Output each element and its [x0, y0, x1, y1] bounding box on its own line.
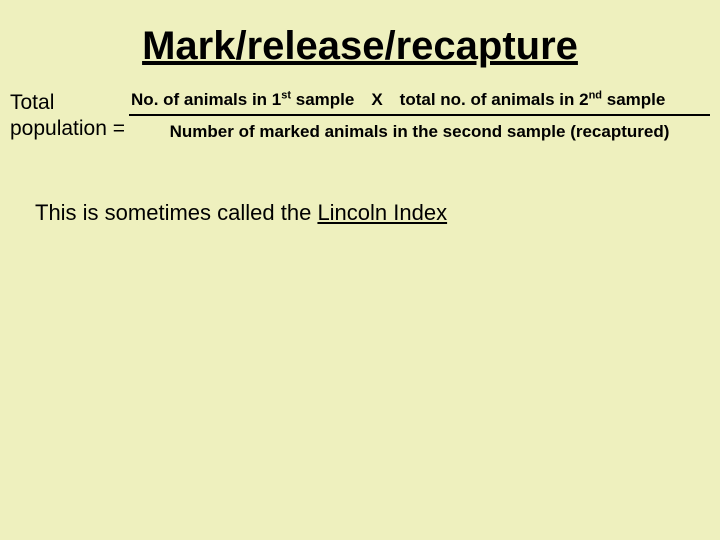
numerator-sup2: nd	[589, 90, 602, 102]
slide-title: Mark/release/recapture	[0, 24, 720, 69]
note: This is sometimes called the Lincoln Ind…	[35, 200, 447, 226]
formula-lhs: Total population =	[10, 90, 129, 143]
note-term: Lincoln Index	[317, 200, 447, 225]
numerator-part1: No. of animals in 1	[131, 90, 281, 109]
numerator-part3: sample	[602, 90, 665, 109]
denominator: Number of marked animals in the second s…	[129, 116, 710, 142]
numerator: No. of animals in 1st sample X total no.…	[129, 90, 710, 114]
numerator-part2: sample X total no. of animals in 2	[291, 90, 589, 109]
note-prefix: This is sometimes called the	[35, 200, 317, 225]
slide: Mark/release/recapture Total population …	[0, 0, 720, 540]
fraction: No. of animals in 1st sample X total no.…	[129, 90, 710, 142]
lhs-line1: Total	[10, 91, 54, 114]
numerator-sup1: st	[281, 90, 291, 102]
lhs-line2: population =	[10, 117, 125, 140]
formula: Total population = No. of animals in 1st…	[10, 90, 710, 143]
